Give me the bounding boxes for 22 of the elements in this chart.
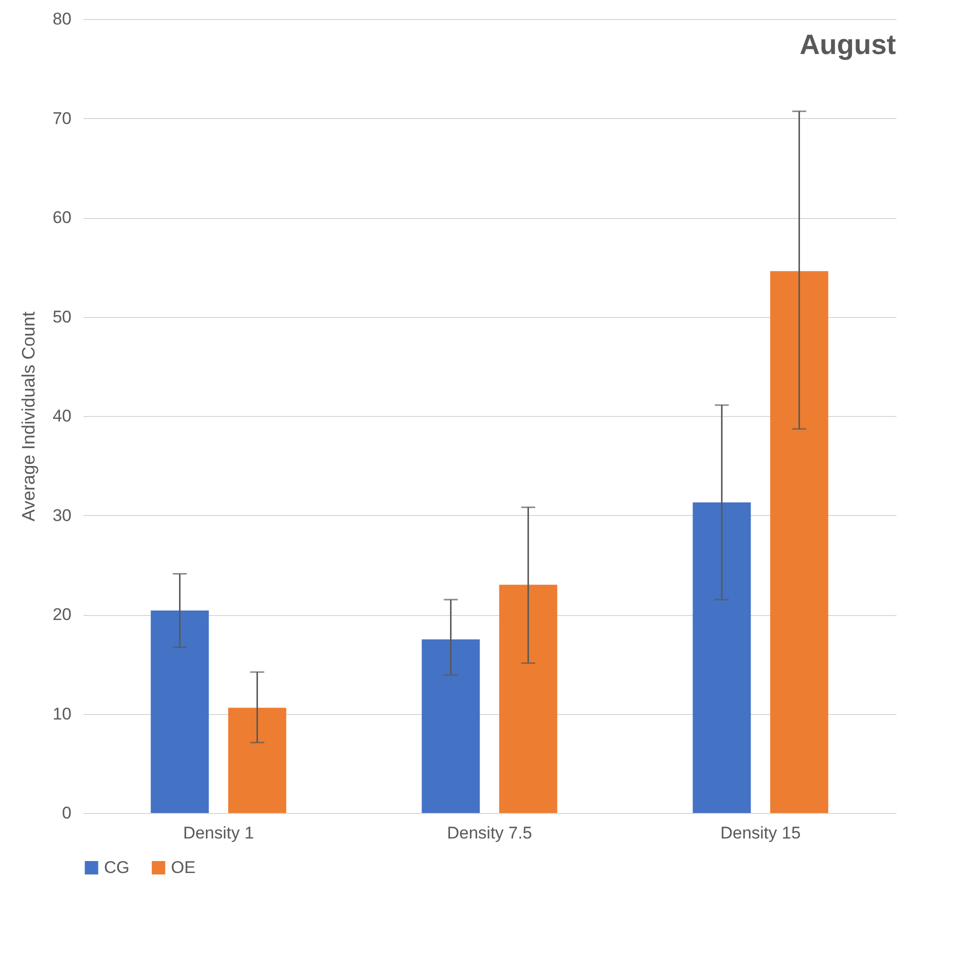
y-axis-title: Average Individuals Count	[18, 312, 39, 522]
bar	[150, 610, 209, 813]
bar	[228, 708, 286, 813]
bar	[770, 271, 828, 813]
y-tick-label: 80	[52, 10, 72, 28]
y-tick-label: 60	[52, 208, 72, 227]
y-tick-label: 50	[52, 307, 72, 326]
legend-label: CG	[104, 858, 130, 877]
y-tick-label: 20	[52, 605, 72, 624]
y-tick-label: 40	[52, 406, 72, 426]
x-tick-label: Density 7.5	[446, 824, 532, 842]
x-tick-label: Density 15	[720, 824, 801, 842]
x-tick-label: Density 1	[183, 824, 254, 842]
bar	[422, 639, 480, 813]
bar	[692, 502, 751, 813]
y-tick-label: 70	[52, 108, 72, 128]
y-tick-label: 10	[52, 704, 72, 724]
chart-title: August	[800, 29, 896, 60]
y-tick-label: 0	[62, 804, 72, 822]
bar	[499, 584, 558, 813]
legend-label: OE	[171, 858, 196, 877]
y-tick-label: 30	[52, 506, 72, 525]
